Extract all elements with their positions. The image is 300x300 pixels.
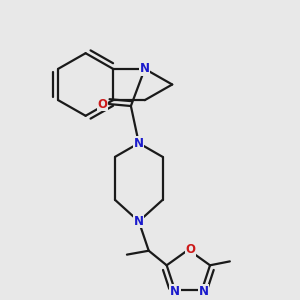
Text: O: O xyxy=(185,243,195,256)
Text: O: O xyxy=(97,98,107,111)
Text: N: N xyxy=(170,285,180,298)
Text: N: N xyxy=(199,285,209,298)
Text: N: N xyxy=(134,137,144,150)
Text: N: N xyxy=(134,215,144,228)
Text: N: N xyxy=(140,62,150,75)
